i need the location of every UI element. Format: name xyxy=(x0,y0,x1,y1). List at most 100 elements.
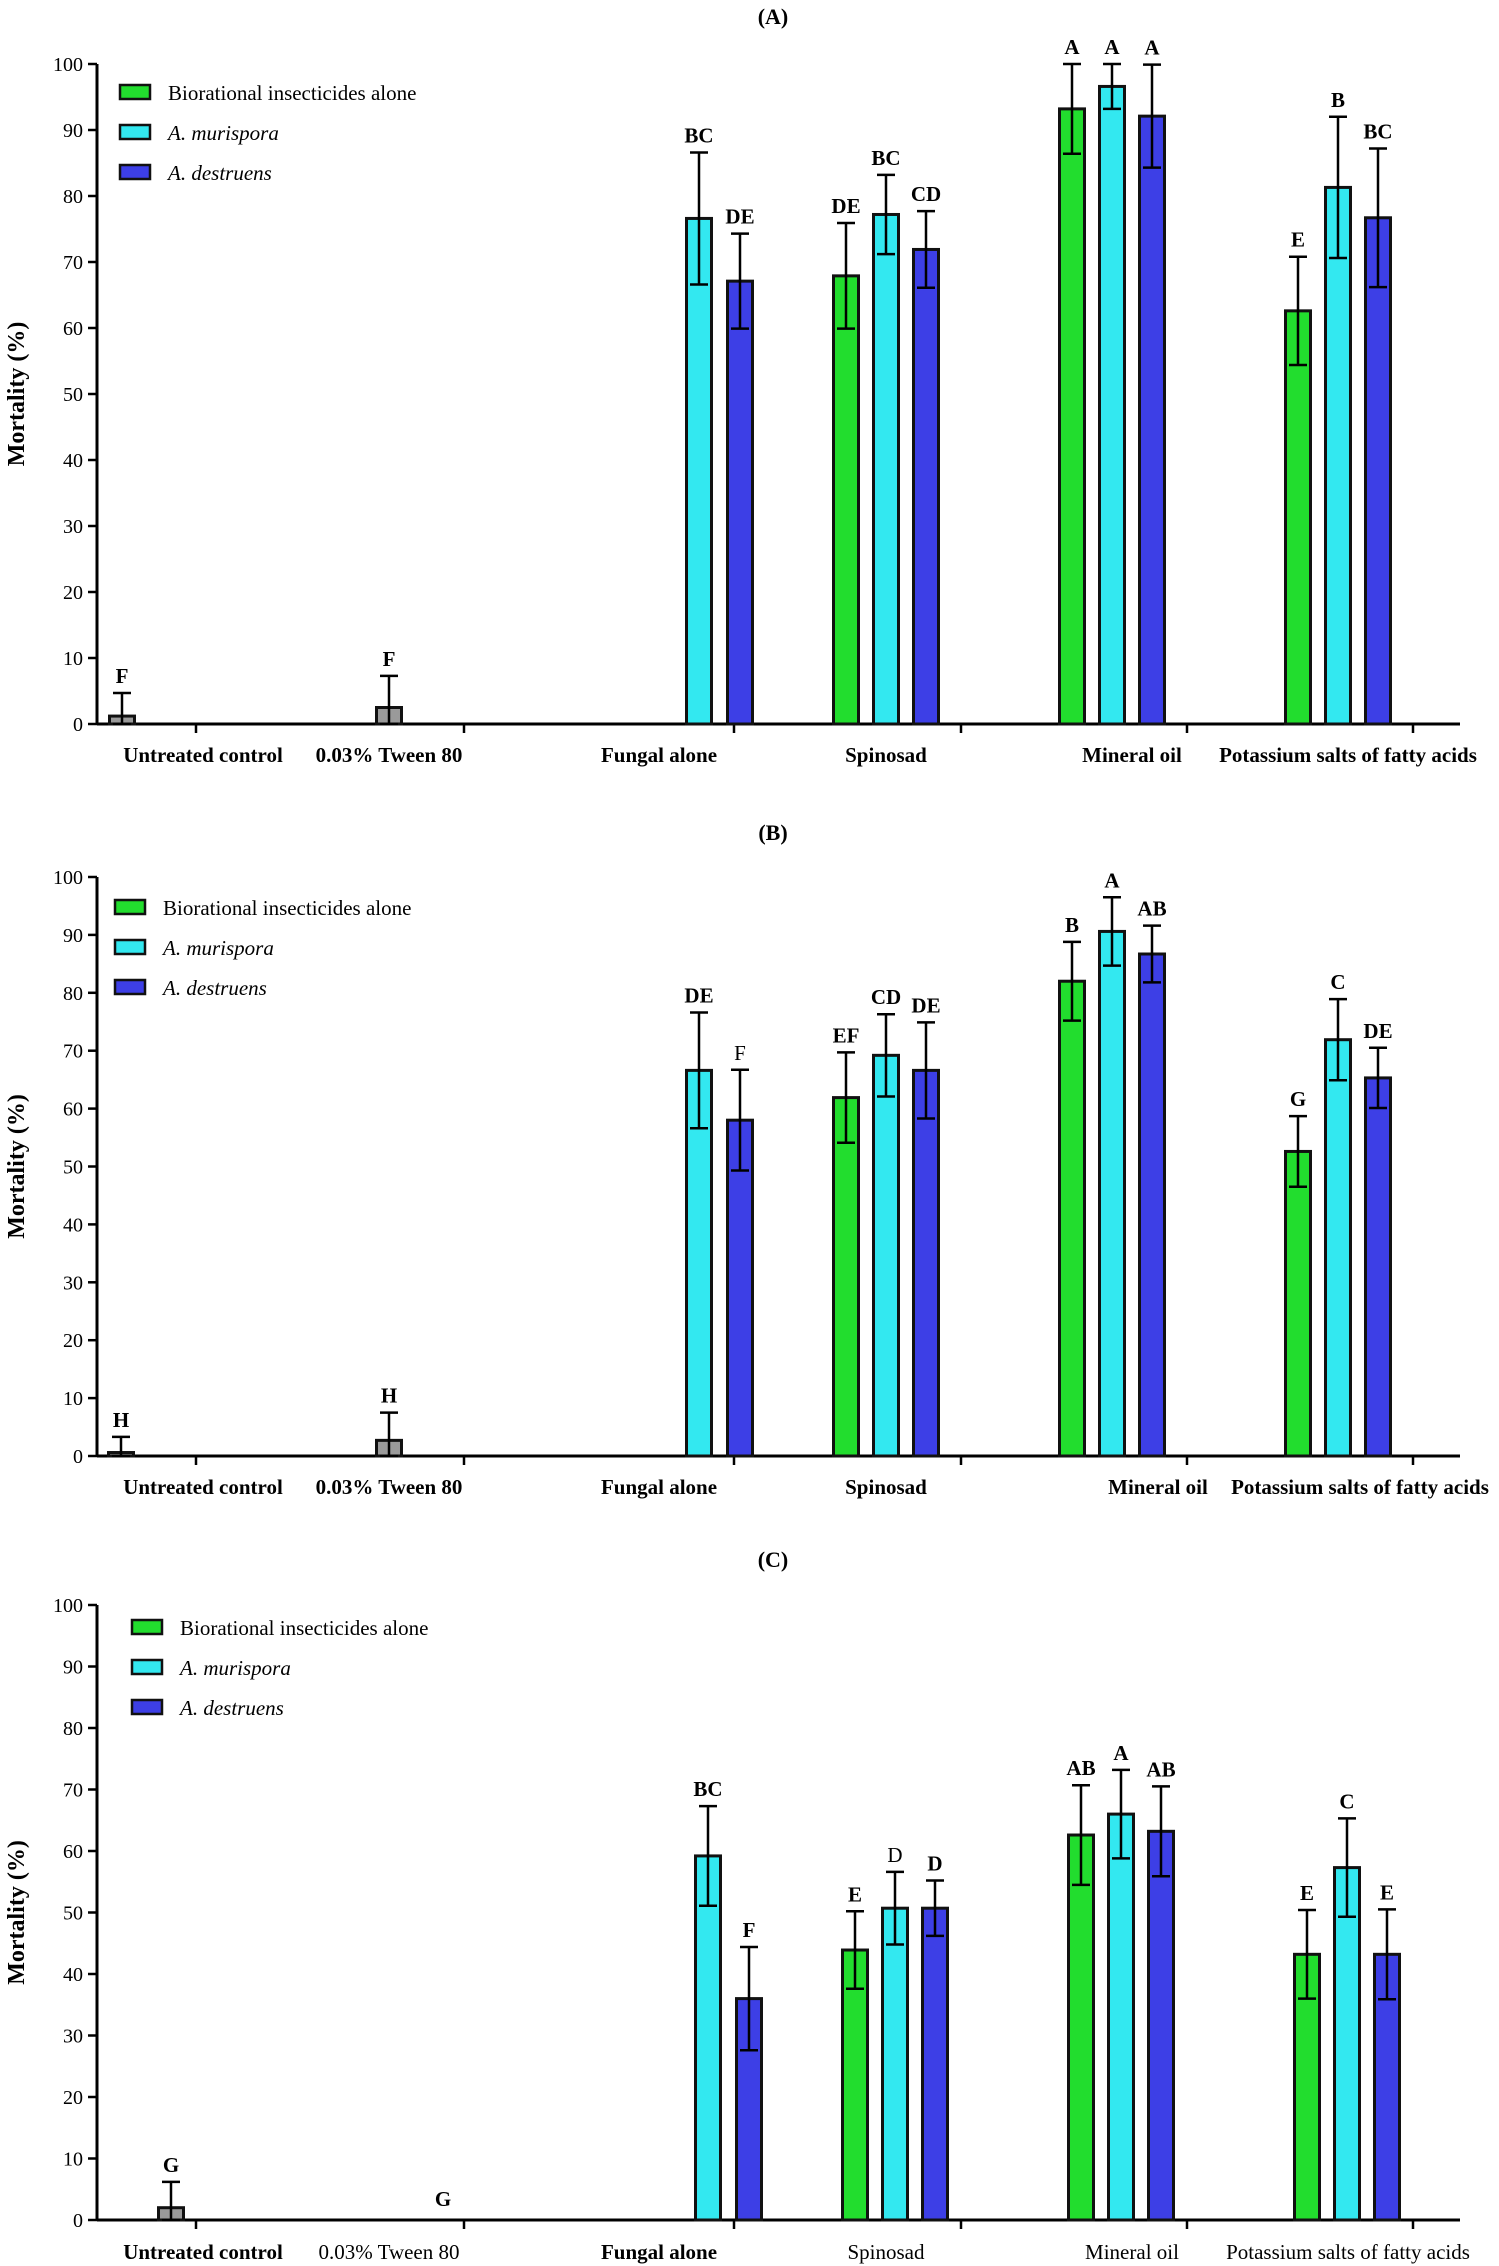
bar-mineral-oil-biorational-insecticides-alone xyxy=(1058,107,1086,726)
bar-potassium-salts-of-fatty-acids-a-destruens xyxy=(1364,1076,1392,1458)
significance-label: G xyxy=(1290,1087,1306,1111)
significance-label: A xyxy=(1064,35,1080,59)
bar-spinosad-biorational-insecticides-alone xyxy=(832,274,860,726)
y-tick-label: 100 xyxy=(53,1595,83,1617)
significance-label: EF xyxy=(833,1023,860,1047)
significance-label: BC xyxy=(1363,119,1392,143)
bar-mineral-oil-a-destruens xyxy=(1138,952,1166,1458)
y-tick-label: 80 xyxy=(63,1718,83,1740)
significance-label: BC xyxy=(871,146,900,170)
x-category-label: Untreated control xyxy=(123,1475,283,1499)
significance-label: E xyxy=(1380,1880,1394,1904)
y-tick-label: 60 xyxy=(63,1099,83,1121)
significance-label: AB xyxy=(1066,1756,1095,1780)
y-tick-label: 90 xyxy=(63,120,83,142)
y-tick-label: 80 xyxy=(63,186,83,208)
x-category-label: Potassium salts of fatty acids xyxy=(1226,2240,1470,2264)
legend-label-destruens: A. destruens xyxy=(166,161,272,185)
bar-mineral-oil-a-destruens xyxy=(1147,1829,1175,2222)
legend: Biorational insecticides alone A. murispo… xyxy=(118,81,416,185)
y-tick-label: 100 xyxy=(53,867,83,889)
y-tick-label: 70 xyxy=(63,1041,83,1063)
bar-spinosad-a-destruens xyxy=(912,1068,940,1458)
y-axis-label: Mortality (%) xyxy=(4,322,30,467)
bar-mineral-oil-a-murispora xyxy=(1098,929,1126,1458)
y-tick-label: 90 xyxy=(63,925,83,947)
x-category-label: Fungal alone xyxy=(601,743,717,767)
panel-title: (C) xyxy=(758,1547,789,1572)
bar-potassium-salts-of-fatty-acids-biorational-insecticides-alone xyxy=(1284,1149,1312,1458)
x-category-label: Untreated control xyxy=(123,2240,283,2264)
legend-label-murispora: A. murispora xyxy=(161,936,274,960)
significance-label: DE xyxy=(831,194,860,218)
legend-swatch-murispora xyxy=(130,1658,164,1676)
chart-panel-b: (B) Mortality (%) 0 10 20 30 40 50 60 70 80 90 100 Un… xyxy=(4,820,1489,1499)
significance-label: C xyxy=(1339,1789,1354,1813)
legend-label-biorational: Biorational insecticides alone xyxy=(168,81,416,105)
legend-swatch-destruens xyxy=(118,163,152,181)
significance-label: E xyxy=(848,1882,862,1906)
x-category-label: 0.03% Tween 80 xyxy=(318,2240,459,2264)
significance-label: G xyxy=(163,2153,179,2177)
y-tick-label: 60 xyxy=(63,1841,83,1863)
significance-label: BC xyxy=(684,123,713,147)
bar-spinosad-biorational-insecticides-alone xyxy=(841,1948,869,2222)
significance-label: DE xyxy=(725,205,754,229)
x-category-label: Spinosad xyxy=(847,2240,925,2264)
chart-panel-a: (A) Mortality (%) 0 10 20 30 40 50 60 70 80 90 100 Un… xyxy=(4,4,1477,767)
bar-mineral-oil-biorational-insecticides-alone xyxy=(1067,1833,1095,2222)
significance-label: CD xyxy=(871,985,901,1009)
bar-potassium-salts-of-fatty-acids-a-murispora xyxy=(1324,1038,1352,1458)
bar-spinosad-a-destruens xyxy=(912,247,940,726)
bar-potassium-salts-of-fatty-acids-a-murispora xyxy=(1324,185,1352,726)
y-tick-label: 40 xyxy=(63,1964,83,1986)
x-category-label: Spinosad xyxy=(845,743,927,767)
significance-label: DE xyxy=(1363,1019,1392,1043)
significance-label: F xyxy=(734,1041,746,1065)
significance-label: BC xyxy=(693,1777,722,1801)
x-category-label: Untreated control xyxy=(123,743,283,767)
legend-swatch-biorational xyxy=(130,1618,164,1636)
significance-label: C xyxy=(1330,970,1345,994)
significance-label: AB xyxy=(1146,1757,1175,1781)
bar-mineral-oil-a-murispora xyxy=(1107,1812,1135,2222)
y-tick-label: 10 xyxy=(63,2149,83,2171)
significance-label: A xyxy=(1104,868,1120,892)
bar-mineral-oil-a-destruens xyxy=(1138,114,1166,726)
x-category-label: Spinosad xyxy=(845,1475,927,1499)
legend-swatch-murispora xyxy=(118,123,152,141)
y-tick-label: 50 xyxy=(63,384,83,406)
y-tick-label: 30 xyxy=(63,1272,83,1294)
legend: Biorational insecticides alone A. murispo… xyxy=(130,1616,428,1720)
y-tick-label: 20 xyxy=(63,2087,83,2109)
significance-label: F xyxy=(743,1918,756,1942)
y-tick-label: 10 xyxy=(63,1388,83,1410)
significance-label: E xyxy=(1291,228,1305,252)
significance-label: B xyxy=(1065,913,1079,937)
significance-label: AB xyxy=(1137,897,1166,921)
significance-label: H xyxy=(113,1408,129,1432)
bar-fungal-alone-a-murispora xyxy=(694,1854,722,2222)
legend-label-murispora: A. murispora xyxy=(166,121,279,145)
legend-swatch-destruens xyxy=(113,978,147,996)
panel-title: (B) xyxy=(758,820,787,845)
significance-label: DE xyxy=(911,993,940,1017)
significance-label: D xyxy=(927,1852,942,1876)
y-tick-label: 50 xyxy=(63,1157,83,1179)
x-category-label: 0.03% Tween 80 xyxy=(316,743,463,767)
y-tick-label: 80 xyxy=(63,983,83,1005)
bar-spinosad-a-murispora xyxy=(872,1053,900,1458)
y-tick-label: 40 xyxy=(63,450,83,472)
legend-swatch-biorational xyxy=(118,83,152,101)
bar-fungal-alone-a-destruens xyxy=(726,1118,754,1458)
significance-label: G xyxy=(435,2187,451,2211)
significance-label: B xyxy=(1331,88,1345,112)
bar-spinosad-a-murispora xyxy=(872,212,900,726)
x-category-label: Potassium salts of fatty acids xyxy=(1219,743,1477,767)
legend-label-destruens: A. destruens xyxy=(178,1696,284,1720)
y-tick-label: 70 xyxy=(63,1780,83,1802)
x-category-label: Fungal alone xyxy=(601,2240,717,2264)
y-axis-label: Mortality (%) xyxy=(4,1840,30,1985)
x-category-label: Mineral oil xyxy=(1082,743,1182,767)
chart-panel-c: (C) Mortality (%) 0 10 20 30 40 50 60 70 80 90 100 Un… xyxy=(4,1547,1470,2264)
